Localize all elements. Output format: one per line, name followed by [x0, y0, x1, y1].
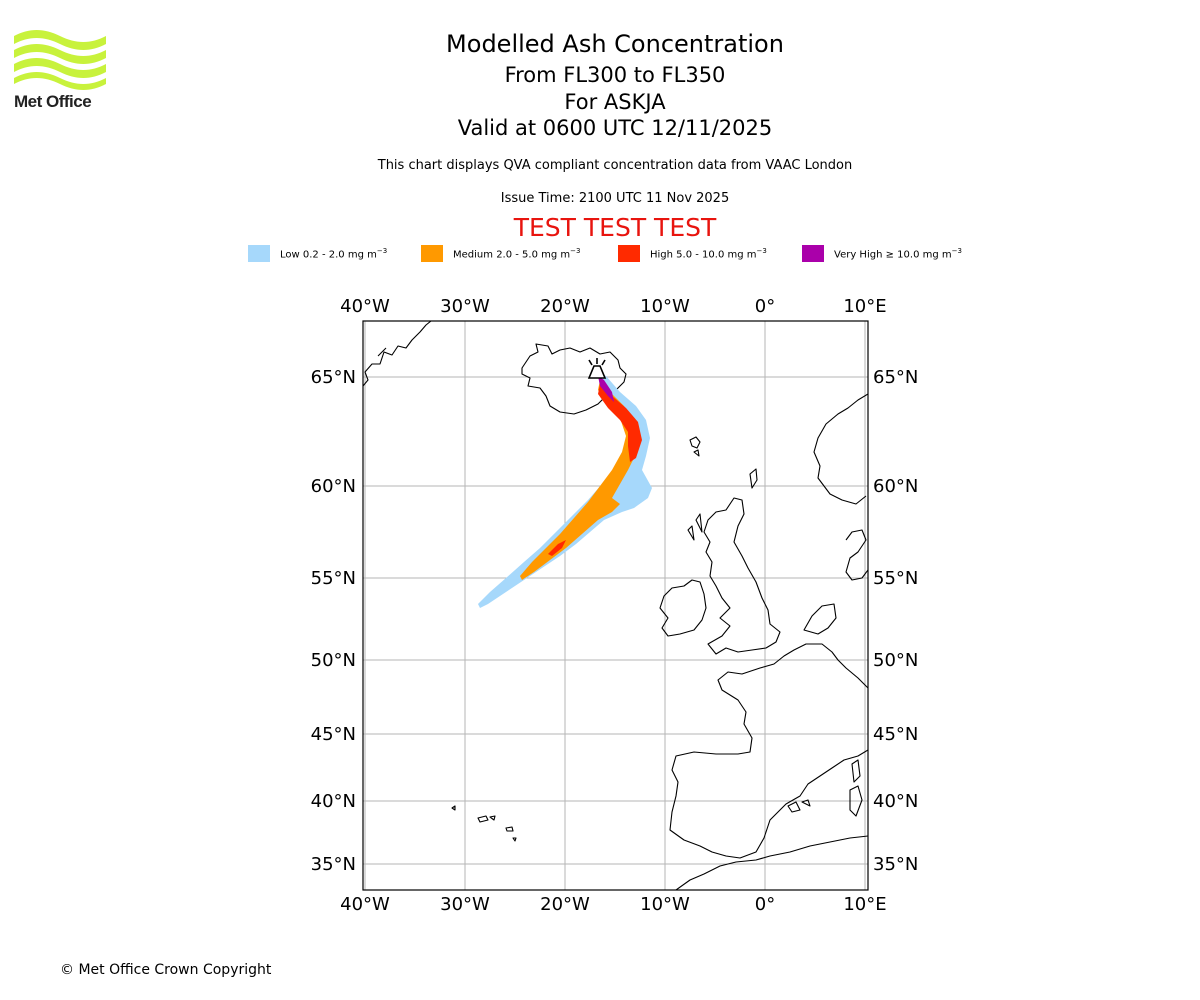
lat-tick-left: 45°N [311, 724, 356, 745]
lat-tick-right: 60°N [873, 476, 918, 497]
ash-plume-medium [520, 380, 640, 580]
issue-time: Issue Time: 2100 UTC 11 Nov 2025 [500, 191, 730, 206]
chart-description: This chart displays QVA compliant concen… [377, 158, 853, 173]
legend-range-low: 0.2 - 2.0 mg m [302, 249, 377, 261]
lon-ticks-top: 40°W 30°W 20°W 10°W 0° 10°E [340, 296, 886, 317]
lat-tick-right: 40°N [873, 791, 918, 812]
map-frame [362, 320, 869, 891]
lat-tick-left: 50°N [311, 650, 356, 671]
lon-tick-top: 30°W [440, 296, 490, 317]
volcano-name: For ASKJA [564, 90, 666, 114]
legend-swatch-high [618, 245, 640, 262]
legend-label-high: High [650, 249, 673, 261]
lat-tick-right: 55°N [873, 568, 918, 589]
lon-tick-bottom: 10°E [843, 894, 886, 915]
test-banner: TEST TEST TEST [513, 213, 717, 242]
flight-levels: From FL300 to FL350 [504, 63, 726, 87]
gridlines [363, 321, 868, 890]
legend-swatch-very-high [802, 245, 824, 262]
lat-tick-right: 35°N [873, 854, 918, 875]
lon-tick-top: 0° [755, 296, 775, 317]
ash-plume-high-south [548, 540, 566, 556]
ash-plume [478, 372, 652, 608]
lon-tick-bottom: 30°W [440, 894, 490, 915]
lon-tick-top: 10°E [843, 296, 886, 317]
legend-swatch-medium [421, 245, 443, 262]
met-office-waves-icon [14, 30, 106, 90]
coastlines [363, 321, 868, 890]
chart-title: Modelled Ash Concentration [446, 30, 784, 58]
lat-tick-left: 60°N [311, 476, 356, 497]
met-office-logo [14, 30, 106, 112]
legend-range-medium: 2.0 - 5.0 mg m [496, 249, 571, 261]
lat-ticks-right: 65°N 60°N 55°N 50°N 45°N 40°N 35°N [873, 367, 918, 875]
lat-tick-left: 35°N [311, 854, 356, 875]
lat-ticks-left: 65°N 60°N 55°N 50°N 45°N 40°N 35°N [311, 367, 356, 875]
legend-range-very-high: ≥ 10.0 mg m [885, 249, 952, 261]
volcano-icon [587, 358, 607, 379]
lon-tick-top: 20°W [540, 296, 590, 317]
lon-ticks-bottom: 40°W 30°W 20°W 10°W 0° 10°E [340, 894, 886, 915]
legend-label-low: Low [280, 249, 300, 261]
legend-swatch-low [248, 245, 270, 262]
met-office-logo-text: Met Office [14, 92, 92, 111]
lat-tick-right: 45°N [873, 724, 918, 745]
lon-tick-bottom: 20°W [540, 894, 590, 915]
copyright: © Met Office Crown Copyright [60, 962, 272, 978]
ash-plume-very-high [598, 376, 614, 402]
ash-plume-high [598, 384, 642, 462]
lat-tick-left: 55°N [311, 568, 356, 589]
lat-tick-right: 50°N [873, 650, 918, 671]
ash-plume-low [478, 372, 652, 608]
lat-tick-left: 40°N [311, 791, 356, 812]
lon-tick-bottom: 0° [755, 894, 775, 915]
lon-tick-top: 10°W [640, 296, 690, 317]
legend-range-high: 5.0 - 10.0 mg m [676, 249, 757, 261]
valid-time: Valid at 0600 UTC 12/11/2025 [457, 116, 773, 140]
legend-label-very-high: Very High [834, 249, 883, 261]
lat-tick-right: 65°N [873, 367, 918, 388]
lon-tick-bottom: 40°W [340, 894, 390, 915]
lat-tick-left: 65°N [311, 367, 356, 388]
lon-tick-bottom: 10°W [640, 894, 690, 915]
lon-tick-top: 40°W [340, 296, 390, 317]
legend-label-medium: Medium [453, 249, 493, 261]
